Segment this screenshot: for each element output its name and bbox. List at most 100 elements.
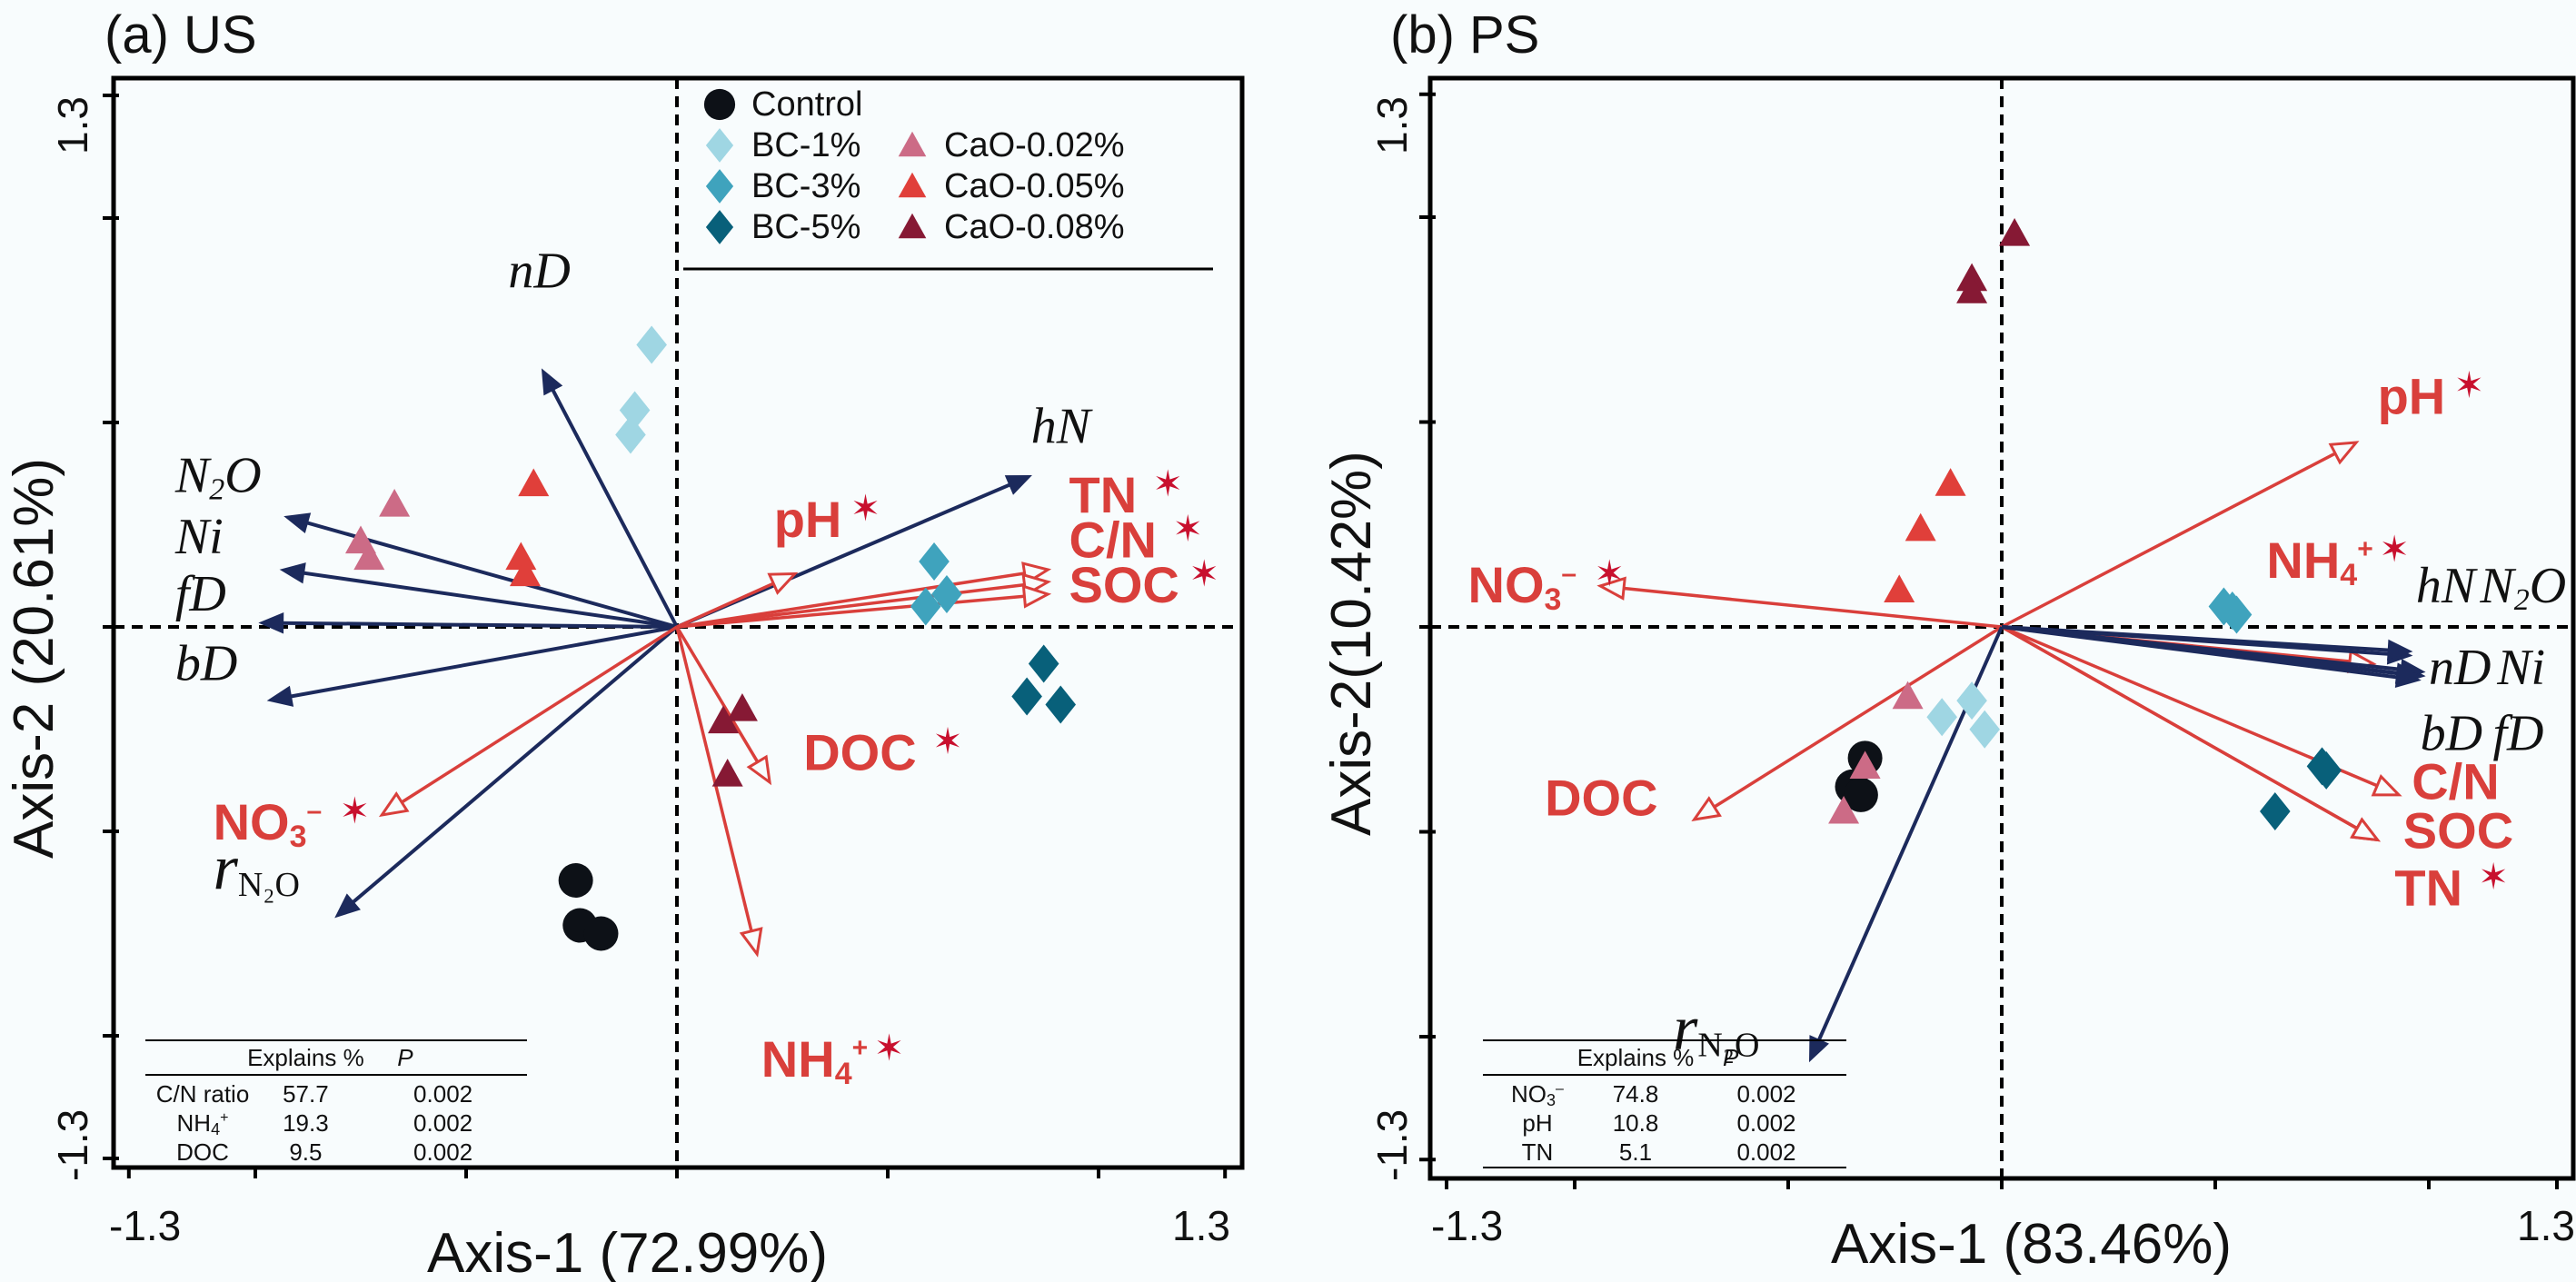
panel-a-table-cell-variable: NH4+ <box>177 1109 229 1138</box>
panel-b-point-cao-0-08 <box>1956 275 1988 303</box>
panel-b-vector-label-ni: Ni <box>2496 640 2545 696</box>
panel-b-table-cell-variable: NO3– <box>1511 1080 1564 1109</box>
panel-a-vector-rn2o <box>341 625 679 913</box>
panel-a-point-cao-0-02 <box>353 542 385 571</box>
panel-a-point-cao-0-08 <box>726 693 758 721</box>
panel-a-x-tick-max: 1.3 <box>1172 1202 1230 1249</box>
panel-b-point-cao-0-05 <box>1934 468 1966 496</box>
panel-a-vector-arrowhead-no3 <box>378 791 410 818</box>
panel-a-vector-label-n2o: N2O <box>174 448 262 507</box>
panel-a-vector-label-no3: NO3– <box>214 793 323 854</box>
panel-a-vector-label-ni: Ni <box>174 509 224 565</box>
legend-label-control: Control <box>751 85 863 124</box>
panel-a-significance-star-no3: ✶ <box>340 790 371 832</box>
legend-marker-cao-0-05 <box>898 172 927 198</box>
panel-a-vector-label-doc: DOC <box>803 724 916 781</box>
panel-a-point-cao-0-05 <box>518 468 550 497</box>
panel-b-vector-arrowhead-ph <box>2328 441 2360 465</box>
panel-a-point-bc-3 <box>931 575 962 613</box>
panel-a-vector-arrowhead-n2o <box>283 512 312 533</box>
legend-marker-control <box>703 88 736 121</box>
panel-a-y-tick-min: -1.3 <box>49 1109 96 1181</box>
panel-a-table-cell-p: 0.002 <box>413 1138 472 1166</box>
panel-a-table-cell-variable: DOC <box>176 1138 229 1166</box>
panel-b-vector-label-hn: hN <box>2416 558 2478 614</box>
legend-marker-cao-0-08 <box>898 213 927 239</box>
panel-a-table-cell-p: 0.002 <box>413 1109 472 1137</box>
panel-a-table-cell-explains: 19.3 <box>283 1109 329 1137</box>
panel-b-point-cao-0-05 <box>1905 512 1936 542</box>
panel-a-vector-arrowhead-ph <box>767 571 799 595</box>
panel-a-point-cao-0-05 <box>509 558 541 587</box>
panel-b-vector-label-n2o: N2O <box>2479 558 2566 617</box>
panel-a-vector-label-nh4: NH4+ <box>761 1030 868 1091</box>
legend-marker-bc-3 <box>705 169 734 204</box>
panel-a-vector-label-soc: SOC <box>1069 556 1179 613</box>
panel-b-point-bc-3 <box>2217 591 2248 630</box>
panel-a-y-tick-max: 1.3 <box>49 96 96 154</box>
panel-b-point-bc-1 <box>1926 698 1957 737</box>
panel-b-table-header-explains: Explains % <box>1577 1044 1695 1071</box>
panel-a-significance-star-nh4: ✶ <box>874 1028 905 1069</box>
legend-label-cao-0-08: CaO-0.08% <box>944 208 1125 246</box>
panel-a-point-cao-0-05 <box>505 542 537 571</box>
panel-b-point-cao-0-02 <box>1849 750 1881 779</box>
panel-a-vector-fd <box>268 621 678 629</box>
panel-a-point-bc-1 <box>619 391 651 430</box>
legend-label-bc-5: BC-5% <box>751 208 860 246</box>
panel-b-vector-ph <box>2001 452 2336 629</box>
panel-a-point-bc-1 <box>615 415 646 454</box>
panel-a-vector-arrowhead-ni <box>279 562 306 584</box>
panel-b-vector-doc <box>1713 625 2003 809</box>
panel-b-vector-label-rn2o: rN₂O <box>1673 994 1759 1065</box>
panel-b-point-bc-5 <box>2311 750 2342 790</box>
panel-b-table-header-p: P <box>1723 1044 1739 1071</box>
panel-b-significance-star-nh4: ✶ <box>2379 529 2410 571</box>
panel-a-point-bc-5 <box>1011 677 1042 716</box>
panel-a-point-control <box>583 916 619 951</box>
panel-a-point-cao-0-08 <box>708 705 740 734</box>
panel-b-vector-arrowhead-doc <box>1691 796 1722 822</box>
panel-a-table-header-p: P <box>397 1044 413 1071</box>
panel-b: (b) PS -1.3 1.3 1.3 -1.3 Axis-1 (83.46%)… <box>1320 5 2576 1276</box>
panel-a-vector-label-bd: bD <box>175 636 237 692</box>
panel-b-vector-label-fd: fD <box>2493 705 2544 761</box>
panel-b-vector-label-ph: pH <box>2378 367 2446 424</box>
panel-a-vector-arrowhead-nd <box>541 368 563 396</box>
panel-a-vector-label-c-n: C/N <box>1069 512 1157 569</box>
panel-b-vector-no3 <box>1623 586 2003 629</box>
panel-b-point-bc-1 <box>1969 710 2000 749</box>
panel-b-vector-label-soc: SOC <box>2403 802 2513 860</box>
legend-label-bc-1: BC-1% <box>751 126 860 164</box>
legend-marker-bc-5 <box>705 210 734 244</box>
panel-a-table-cell-explains: 9.5 <box>289 1138 322 1166</box>
panel-b-point-bc-5 <box>2260 791 2291 830</box>
panel-b-table-cell-explains: 5.1 <box>1619 1138 1652 1166</box>
panel-b-point-cao-0-08 <box>1999 218 2031 246</box>
panel-a-vector-tn <box>676 571 1025 629</box>
panel-b-table-cell-p: 0.002 <box>1736 1138 1795 1166</box>
legend-label-cao-0-02: CaO-0.02% <box>944 126 1125 164</box>
panel-b-vector-label-nd: nD <box>2429 640 2491 696</box>
legend-label-cao-0-05: CaO-0.05% <box>944 167 1125 205</box>
panel-b-vector-arrowhead-no3 <box>1596 576 1626 601</box>
panel-a-vector-ni <box>289 569 678 629</box>
panel-a-point-bc-3 <box>919 542 950 581</box>
panel-b-table-cell-p: 0.002 <box>1736 1109 1795 1137</box>
panel-a-vector-label-ph: pH <box>774 491 842 548</box>
panel-b-table-cell-explains: 10.8 <box>1613 1109 1659 1137</box>
panel-b-x-tick-max: 1.3 <box>2517 1202 2575 1249</box>
panel-a-title: (a) US <box>104 5 257 65</box>
panel-a-vector-nh4 <box>675 626 753 932</box>
panel-a-significance-star-soc: ✶ <box>1189 553 1220 595</box>
panel-b-title: (b) PS <box>1390 5 1539 65</box>
panel-a-vector-doc <box>675 626 760 763</box>
panel-a-point-bc-3 <box>910 587 941 626</box>
panel-b-vector-arrowhead-n2o <box>2387 639 2413 661</box>
panel-a-table-header-explains: Explains % <box>247 1044 364 1071</box>
panel-b-table-cell-variable: pH <box>1522 1109 1552 1137</box>
panel-b-point-cao-0-05 <box>1884 574 1915 603</box>
panel-a-table-cell-explains: 57.7 <box>283 1080 329 1108</box>
panel-a-vector-n2o <box>293 517 678 629</box>
panel-a-vector-label-tn: TN <box>1069 466 1138 523</box>
